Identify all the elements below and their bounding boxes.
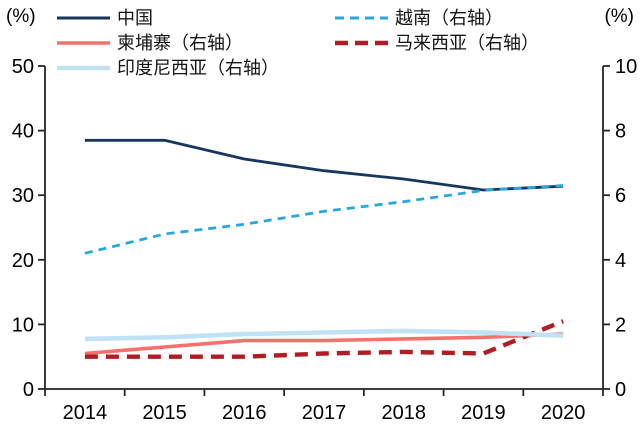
x-axis-category-label: 2017 xyxy=(302,402,347,424)
series-line-2 xyxy=(84,332,564,356)
left-axis-tick-label: 30 xyxy=(12,185,34,207)
china-line-swatch xyxy=(57,16,110,19)
right-axis-tick-label: 4 xyxy=(615,250,626,272)
series-line-4 xyxy=(84,328,564,342)
left-axis-tick-label: 40 xyxy=(12,121,34,143)
legend-label-malaysia: 马来西亚（右轴） xyxy=(395,32,539,53)
left-axis-tick-label: 10 xyxy=(12,314,34,336)
legend-item-malaysia: 马来西亚（右轴） xyxy=(335,34,597,52)
vietnam-line-swatch xyxy=(335,16,388,19)
cambodia-line-swatch xyxy=(57,40,110,45)
right-axis-tick-label: 8 xyxy=(615,121,626,143)
right-axis-tick-label: 2 xyxy=(615,314,626,336)
legend-label-cambodia: 柬埔寨（右轴） xyxy=(117,32,243,53)
x-axis-category-label: 2016 xyxy=(222,402,267,424)
chart-legend: 中国 越南（右轴） 柬埔寨（右轴） 马来西亚（右轴） 印度尼西亚（右轴） xyxy=(57,5,597,80)
left-axis-tick-label: 20 xyxy=(12,250,34,272)
indonesia-line-swatch xyxy=(57,65,110,70)
malaysia-line-swatch xyxy=(335,40,388,45)
right-axis-tick-label: 10 xyxy=(615,56,637,78)
right-axis-unit-label: (%) xyxy=(604,6,634,27)
legend-label-china: 中国 xyxy=(117,7,153,28)
legend-label-vietnam: 越南（右轴） xyxy=(395,7,503,28)
left-axis-unit-label: (%) xyxy=(6,6,36,27)
x-axis-category-label: 2018 xyxy=(381,402,426,424)
right-axis-tick-label: 6 xyxy=(615,185,626,207)
legend-item-vietnam: 越南（右轴） xyxy=(335,9,597,27)
left-axis-tick-label: 50 xyxy=(12,56,34,78)
legend-item-china: 中国 xyxy=(57,9,335,27)
legend-item-indonesia: 印度尼西亚（右轴） xyxy=(57,59,335,77)
x-axis-category-label: 2019 xyxy=(461,402,506,424)
series-line-3 xyxy=(84,319,564,359)
series-line-0 xyxy=(84,138,564,192)
right-axis-tick-label: 0 xyxy=(615,379,626,401)
axis-frame xyxy=(44,66,604,390)
left-axis-tick-label: 0 xyxy=(23,379,34,401)
legend-label-indonesia: 印度尼西亚（右轴） xyxy=(117,57,279,78)
x-axis-category-label: 2014 xyxy=(63,402,108,424)
legend-item-cambodia: 柬埔寨（右轴） xyxy=(57,34,335,52)
series-line-1 xyxy=(84,184,564,255)
x-axis-category-label: 2015 xyxy=(142,402,187,424)
x-axis-category-label: 2020 xyxy=(541,402,586,424)
